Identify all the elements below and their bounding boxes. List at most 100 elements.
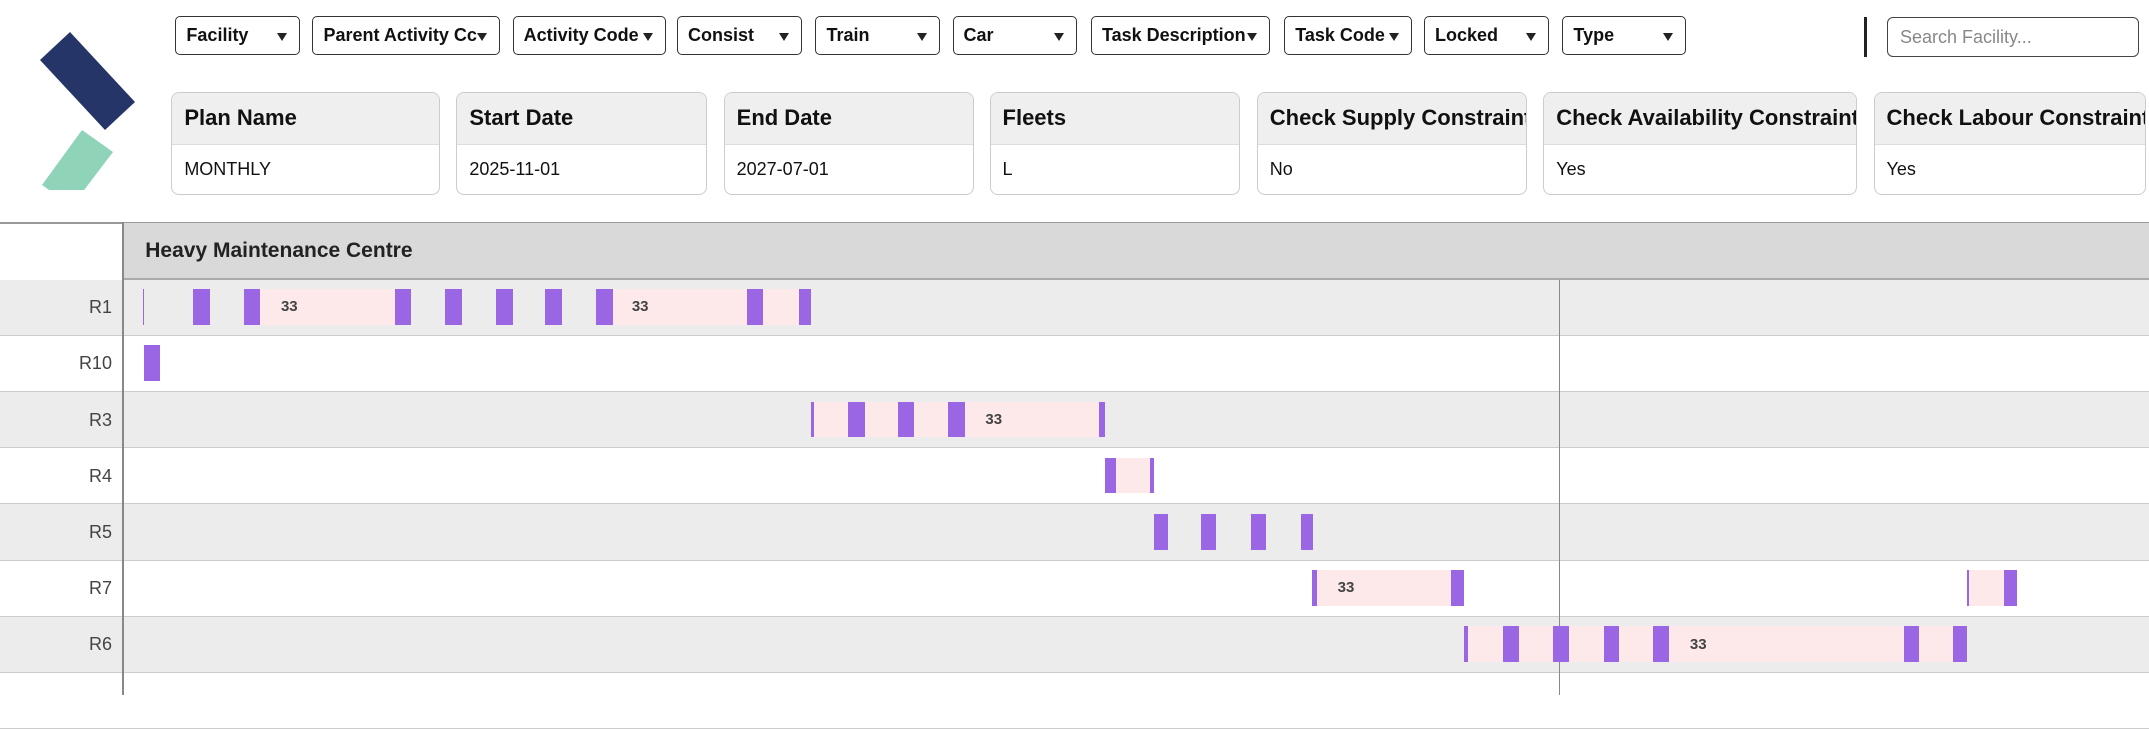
task-label: 33 [1337,579,1355,597]
filter-dropdown[interactable]: Consist [677,16,802,55]
filter-dropdown[interactable]: Train [815,16,941,55]
gantt-row [0,504,2149,561]
dropdown-arrow [778,32,789,41]
task-span [612,289,747,325]
card-value: Yes [1886,159,1916,180]
task-block[interactable] [193,289,210,325]
task-block[interactable] [445,289,462,325]
filter-dropdown[interactable]: Locked [1423,16,1549,55]
plan-card: Fleets L [989,91,1241,195]
filter-dropdown[interactable]: Task Description [1090,16,1271,55]
filter-label: Task Code [1295,25,1385,46]
gantt-header [123,223,2149,280]
task-block[interactable] [1603,626,1619,662]
plan-card: Check Supply Constraint No [1256,91,1527,195]
task-block[interactable] [1300,513,1313,550]
card-value: 2027-07-01 [736,159,829,180]
gantt-row [0,391,2149,449]
card-label: End Date [724,92,974,145]
task-block[interactable] [1251,513,1267,550]
plan-card: Check Availability Constraint Yes [1543,91,1858,195]
row-header-divider [121,222,125,695]
task-block[interactable] [746,289,764,325]
task-block[interactable] [496,289,513,325]
dropdown-arrow [277,32,288,41]
task-block[interactable] [1652,626,1670,662]
task-block[interactable] [596,289,613,325]
filter-dropdown[interactable]: Type [1562,16,1686,55]
gantt-row [0,672,2149,729]
card-value: 2025-11-01 [469,159,561,180]
task-block[interactable] [1552,626,1570,662]
task-block[interactable] [1153,513,1168,550]
row-name: R3 [88,409,112,430]
divider [1864,17,1867,57]
card-label: Check Availability Constraint [1544,92,1856,145]
task-block[interactable] [1311,570,1318,606]
filter-dropdown[interactable]: Car [952,16,1078,55]
plan-card: End Date 2027-07-01 [723,91,975,195]
card-value: No [1269,159,1293,180]
task-block[interactable] [948,401,965,438]
task-block[interactable] [811,401,815,438]
card-value: MONTHLY [184,159,271,180]
task-span [1115,457,1152,494]
task-block[interactable] [143,345,161,381]
task-label: 33 [631,298,649,316]
task-block[interactable] [545,289,562,325]
task-block[interactable] [848,401,865,438]
filter-label: Type [1573,25,1615,46]
task-block[interactable] [1903,626,1919,662]
task-span [1317,570,1453,606]
filter-label: Activity Code [523,25,639,46]
task-block[interactable] [1463,626,1468,662]
filter-label: Train [826,25,870,46]
filter-label: Task Description [1101,25,1246,46]
task-label: 33 [1689,635,1707,653]
filter-dropdown[interactable]: Task Code [1284,16,1412,55]
plan-card: Check Labour Constraint Yes [1873,91,2147,195]
task-label: 33 [280,298,298,316]
gantt-row [0,335,2149,392]
logo [40,32,135,190]
row-name: R5 [88,521,112,542]
task-block[interactable] [1503,626,1519,662]
gantt-row [0,616,2149,673]
search-box[interactable]: Search Facility... [1887,17,2139,57]
row-name: R1 [88,297,112,318]
task-block[interactable] [799,289,812,325]
filter-dropdown[interactable]: Activity Code [512,16,667,55]
filter-label: Locked [1434,25,1499,46]
task-block[interactable] [897,401,915,438]
task-block[interactable] [1200,513,1216,550]
task-block[interactable] [1953,626,1967,662]
task-block[interactable] [394,289,412,325]
task-span [260,289,395,325]
dropdown-arrow [917,32,928,41]
task-span [1968,570,2004,606]
dropdown-arrow [1247,32,1258,41]
task-block[interactable] [1451,570,1464,606]
task-block[interactable] [243,289,261,325]
dropdown-arrow [1388,32,1399,41]
task-block[interactable] [1966,570,1970,606]
filter-label: Facility [186,25,249,46]
content: Facility Parent Activity Cc Activity Code C… [0,16,2149,729]
filter-label: Parent Activity Cc [323,25,477,46]
task-block[interactable] [142,289,144,325]
dropdown-arrow [1525,32,1536,41]
dropdown-arrow [1662,32,1673,41]
dropdown-arrow [643,32,654,41]
task-block[interactable] [1104,457,1116,494]
card-label: Fleets [990,92,1240,145]
row-name: R10 [78,353,112,374]
task-span [1467,626,1967,662]
filter-dropdown[interactable]: Parent Activity Cc [312,16,501,55]
card-label: Check Labour Constraint [1874,92,2145,145]
filter-dropdown[interactable]: Facility [175,16,301,55]
plan-card: Start Date 2025-11-01 [456,91,708,195]
task-block[interactable] [2003,570,2018,606]
task-block[interactable] [1099,401,1105,438]
plan-card: Plan Name MONTHLY [171,91,440,195]
task-block[interactable] [1149,457,1154,494]
